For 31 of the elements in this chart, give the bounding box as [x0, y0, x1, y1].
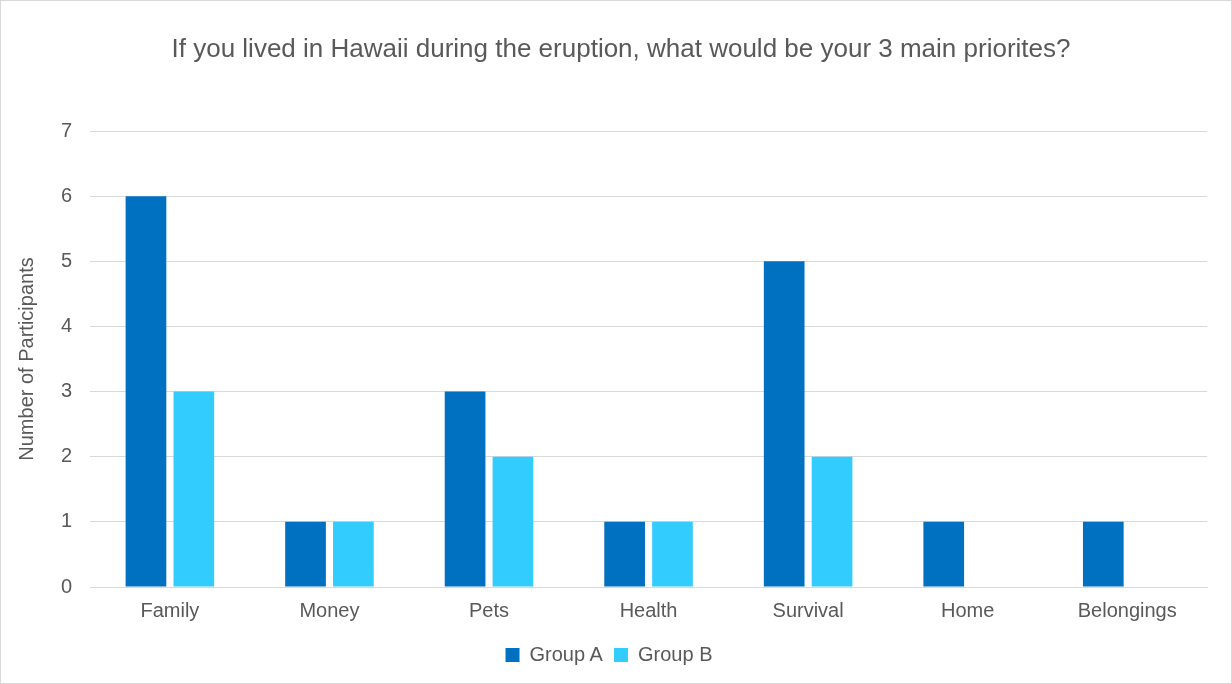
bar: [444, 391, 486, 587]
y-tick-label: 7: [61, 118, 73, 141]
bar: [811, 456, 853, 587]
y-tick-label: 0: [61, 574, 73, 597]
y-tick-label: 6: [61, 183, 73, 206]
x-tick-label: Pets: [468, 598, 510, 621]
bar: [604, 521, 645, 587]
y-tick-label: 3: [61, 379, 73, 402]
x-tick-label: Money: [299, 598, 360, 621]
bar: [1082, 521, 1124, 587]
bar: [173, 391, 215, 587]
bar: [285, 521, 326, 587]
x-tick-label: Survival: [772, 598, 844, 621]
bar: [923, 521, 965, 587]
y-axis-title: Number of Participants: [14, 257, 37, 461]
y-tick-label: 4: [61, 313, 73, 336]
y-tick-label: 1: [61, 509, 73, 532]
chart-title: If you lived in Hawaii during the eruption, what would be your 3 main priorites?: [170, 32, 1072, 65]
bar: [125, 196, 167, 587]
legend-label: Group A: [529, 642, 604, 665]
bar: [652, 521, 693, 587]
x-tick-label: Health: [619, 598, 678, 621]
x-tick-label: Home: [940, 598, 995, 621]
x-tick-label: Belongings: [1077, 598, 1177, 621]
bar: [492, 456, 534, 587]
bar: [763, 261, 805, 587]
y-tick-label: 5: [61, 248, 73, 271]
x-tick-label: Family: [140, 598, 200, 621]
bar: [333, 521, 374, 587]
y-tick-label: 2: [61, 444, 73, 467]
legend-label: Group B: [638, 642, 713, 665]
